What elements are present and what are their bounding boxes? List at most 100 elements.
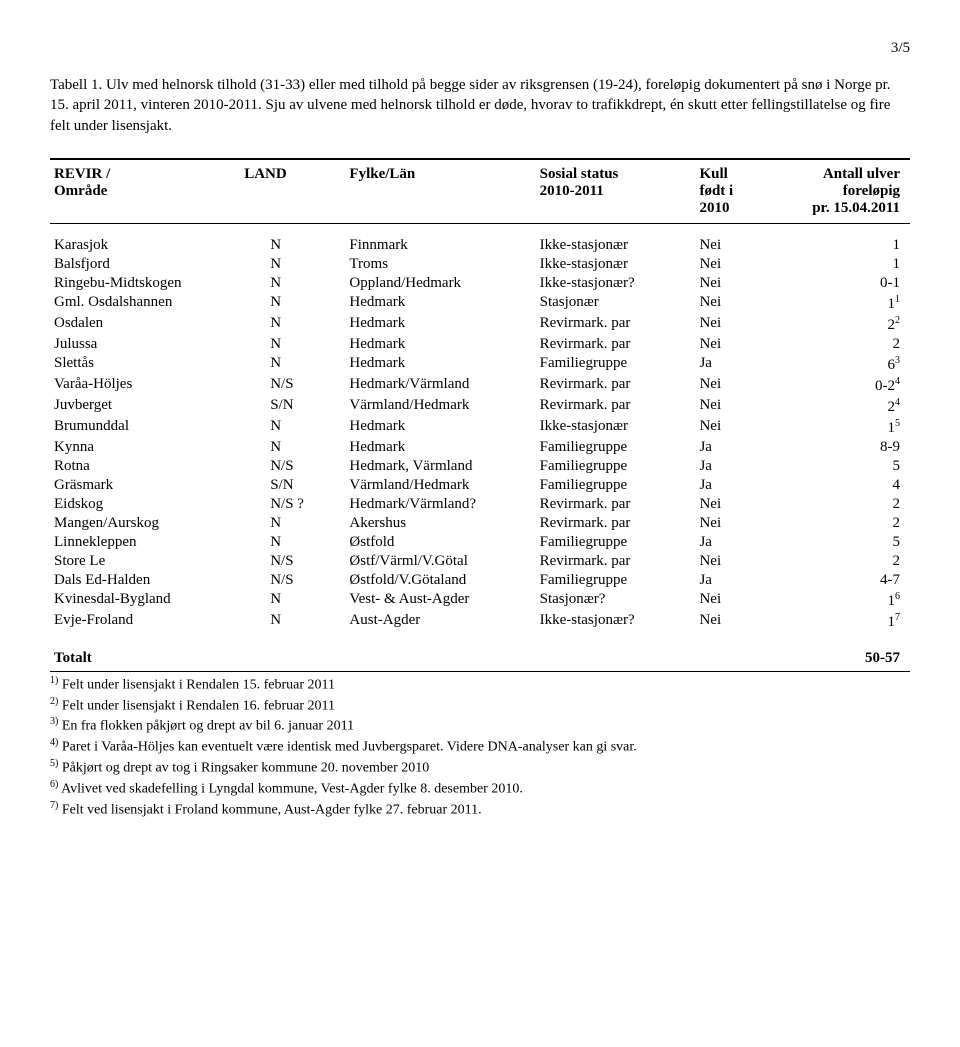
cell-revir: Linnekleppen [50, 533, 240, 552]
cell-fylke: Hedmark [345, 335, 535, 354]
cell-fylke: Hedmark [345, 314, 535, 335]
cell-antall: 5 [774, 533, 910, 552]
footnote: 4) Paret i Varåa-Höljes kan eventuelt væ… [50, 736, 910, 757]
cell-fylke: Hedmark [345, 293, 535, 314]
table-row: Varåa-HöljesN/SHedmark/VärmlandRevirmark… [50, 375, 910, 396]
footnote: 7) Felt ved lisensjakt i Froland kommune… [50, 799, 910, 820]
table-row: Mangen/AurskogNAkershusRevirmark. parNei… [50, 514, 910, 533]
cell-land: N/S [240, 552, 345, 571]
cell-land: N [240, 274, 345, 293]
cell-status: Revirmark. par [536, 396, 696, 417]
table-row: Evje-FrolandNAust-AgderIkke-stasjonær?Ne… [50, 611, 910, 632]
cell-antall: 0-24 [774, 375, 910, 396]
cell-status: Ikke-stasjonær [536, 417, 696, 438]
cell-fylke: Østfold [345, 533, 535, 552]
cell-fylke: Hedmark [345, 354, 535, 375]
header-status: Sosial status2010-2011 [536, 160, 696, 223]
cell-revir: Gräsmark [50, 476, 240, 495]
cell-kull: Nei [695, 314, 774, 335]
cell-status: Stasjonær [536, 293, 696, 314]
footnote: 5) Påkjørt og drept av tog i Ringsaker k… [50, 757, 910, 778]
cell-status: Familiegruppe [536, 533, 696, 552]
cell-antall: 4-7 [774, 571, 910, 590]
cell-status: Revirmark. par [536, 375, 696, 396]
table-row: Store LeN/SØstf/Värml/V.GötalRevirmark. … [50, 552, 910, 571]
table-body: KarasjokNFinnmarkIkke-stasjonærNei1Balsf… [50, 223, 910, 671]
cell-revir: Evje-Froland [50, 611, 240, 632]
cell-kull: Ja [695, 476, 774, 495]
cell-fylke: Hedmark [345, 438, 535, 457]
cell-status: Ikke-stasjonær? [536, 611, 696, 632]
cell-kull: Ja [695, 438, 774, 457]
cell-antall: 11 [774, 293, 910, 314]
cell-kull: Nei [695, 590, 774, 611]
cell-land: N [240, 314, 345, 335]
table-row: JuvbergetS/NVärmland/HedmarkRevirmark. p… [50, 396, 910, 417]
cell-revir: Karasjok [50, 236, 240, 255]
cell-fylke: Hedmark [345, 417, 535, 438]
cell-land: N [240, 293, 345, 314]
cell-fylke: Troms [345, 255, 535, 274]
cell-antall: 16 [774, 590, 910, 611]
cell-antall: 2 [774, 514, 910, 533]
cell-land: N [240, 417, 345, 438]
bottom-rule [50, 671, 910, 672]
table-row: BalsfjordNTromsIkke-stasjonærNei1 [50, 255, 910, 274]
cell-kull: Nei [695, 375, 774, 396]
cell-land: S/N [240, 396, 345, 417]
cell-kull: Nei [695, 236, 774, 255]
cell-kull: Nei [695, 274, 774, 293]
header-antall: Antall ulverforeløpigpr. 15.04.2011 [774, 160, 910, 223]
cell-antall: 22 [774, 314, 910, 335]
cell-land: N [240, 236, 345, 255]
header-kull: Kullfødt i2010 [695, 160, 774, 223]
table-row: Dals Ed-HaldenN/SØstfold/V.GötalandFamil… [50, 571, 910, 590]
header-revir: REVIR /Område [50, 160, 240, 223]
cell-fylke: Østfold/V.Götaland [345, 571, 535, 590]
table-row: BrumunddalNHedmarkIkke-stasjonærNei15 [50, 417, 910, 438]
cell-kull: Ja [695, 354, 774, 375]
cell-kull: Nei [695, 255, 774, 274]
cell-revir: Kynna [50, 438, 240, 457]
table-row: KarasjokNFinnmarkIkke-stasjonærNei1 [50, 236, 910, 255]
cell-land: S/N [240, 476, 345, 495]
data-table: REVIR /Område LAND Fylke/Län Sosial stat… [50, 160, 910, 671]
cell-antall: 63 [774, 354, 910, 375]
cell-land: N [240, 255, 345, 274]
cell-kull: Ja [695, 533, 774, 552]
table-row: Gml. OsdalshannenNHedmarkStasjonærNei11 [50, 293, 910, 314]
footnote: 3) En fra flokken påkjørt og drept av bi… [50, 715, 910, 736]
cell-antall: 17 [774, 611, 910, 632]
cell-antall: 2 [774, 495, 910, 514]
cell-kull: Nei [695, 514, 774, 533]
cell-antall: 2 [774, 552, 910, 571]
cell-revir: Balsfjord [50, 255, 240, 274]
cell-kull: Nei [695, 495, 774, 514]
cell-fylke: Hedmark/Värmland? [345, 495, 535, 514]
cell-fylke: Aust-Agder [345, 611, 535, 632]
cell-kull: Nei [695, 417, 774, 438]
cell-revir: Varåa-Höljes [50, 375, 240, 396]
table-row: EidskogN/S ?Hedmark/Värmland?Revirmark. … [50, 495, 910, 514]
cell-revir: Juvberget [50, 396, 240, 417]
cell-antall: 8-9 [774, 438, 910, 457]
cell-status: Familiegruppe [536, 571, 696, 590]
table-row: SlettåsNHedmarkFamiliegruppeJa63 [50, 354, 910, 375]
cell-revir: Gml. Osdalshannen [50, 293, 240, 314]
table-row: JulussaNHedmarkRevirmark. parNei2 [50, 335, 910, 354]
cell-revir: Slettås [50, 354, 240, 375]
table-row: KynnaNHedmarkFamiliegruppeJa8-9 [50, 438, 910, 457]
cell-revir: Julussa [50, 335, 240, 354]
total-value: 50-57 [774, 644, 910, 671]
cell-land: N [240, 354, 345, 375]
cell-revir: Eidskog [50, 495, 240, 514]
cell-kull: Ja [695, 457, 774, 476]
cell-land: N [240, 533, 345, 552]
header-fylke: Fylke/Län [345, 160, 535, 223]
table-row: OsdalenNHedmarkRevirmark. parNei22 [50, 314, 910, 335]
cell-revir: Brumunddal [50, 417, 240, 438]
total-row: Totalt50-57 [50, 644, 910, 671]
cell-status: Revirmark. par [536, 314, 696, 335]
cell-land: N [240, 438, 345, 457]
cell-revir: Kvinesdal-Bygland [50, 590, 240, 611]
